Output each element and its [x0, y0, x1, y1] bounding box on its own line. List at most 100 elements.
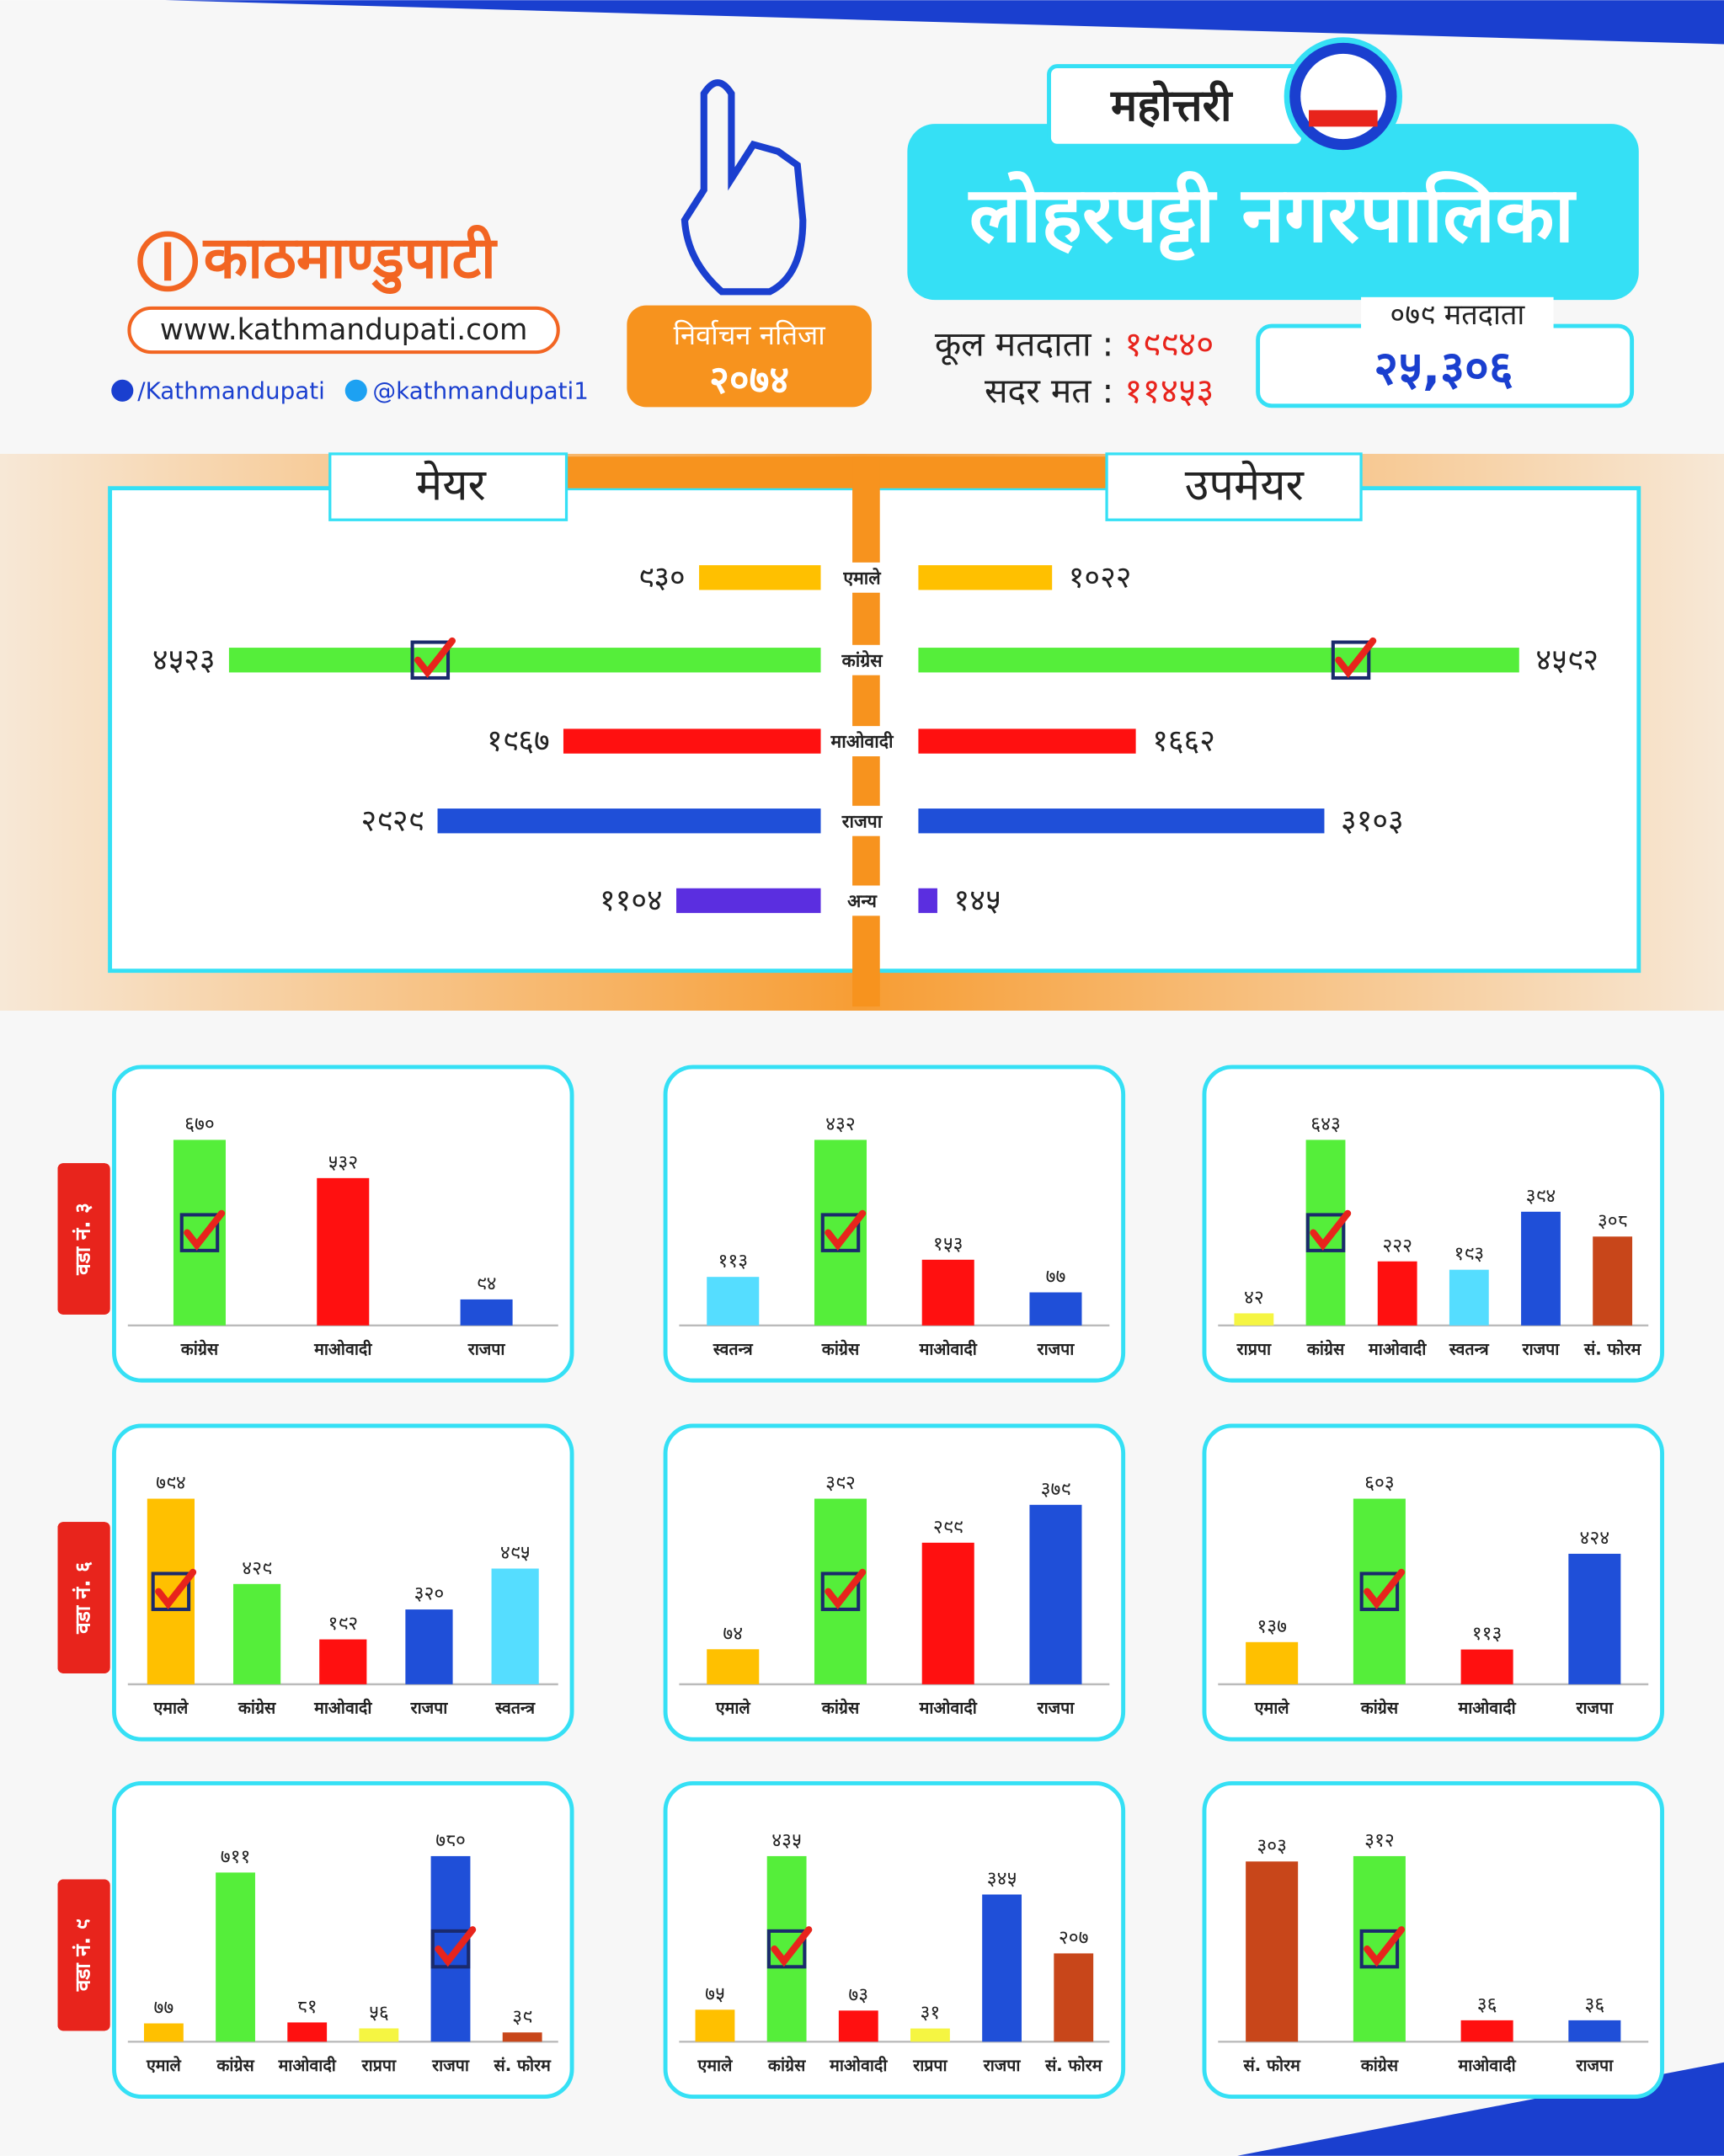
category-label: कांग्रेस	[821, 1340, 860, 1359]
bar	[699, 565, 821, 590]
check-mark	[155, 1568, 197, 1610]
value-label: ३१	[921, 2002, 941, 2024]
value-label: ११३	[1472, 1623, 1502, 1645]
value-label: ३६	[1477, 1993, 1497, 2015]
value-label: ३१२	[1364, 1829, 1395, 1851]
category-label: सं. फोरम	[1242, 2056, 1301, 2075]
value-label: ४९५	[500, 1542, 531, 1564]
check-mark	[825, 1568, 867, 1610]
value-label: ३०३	[1257, 1835, 1287, 1857]
value-label: ३२०	[414, 1583, 445, 1605]
logo-icon	[137, 231, 199, 292]
bar	[707, 1277, 760, 1326]
value-label: १३७	[1257, 1615, 1287, 1637]
bar	[707, 1649, 760, 1684]
value-label: २९२९	[361, 803, 424, 838]
bar	[359, 2028, 399, 2042]
value-label: २९९	[933, 1516, 963, 1538]
category-label: कांग्रेस	[180, 1340, 219, 1359]
category-label: राजपा	[1522, 1340, 1561, 1359]
bar	[1054, 1953, 1094, 2042]
value-label: ४२९	[242, 1557, 272, 1579]
orange-bar	[566, 456, 1110, 488]
category-label: माओवादी	[313, 1340, 372, 1359]
bar	[319, 1639, 367, 1684]
value-label: १९२	[328, 1613, 358, 1635]
value-label: ३०८	[1598, 1210, 1628, 1232]
party-label-bg	[825, 885, 901, 916]
hand-icon	[681, 79, 807, 296]
value-label: १४५	[954, 883, 1001, 918]
check-mark	[1364, 1926, 1406, 1967]
value-label: ८१	[297, 1996, 318, 2018]
value-label: ६४३	[1310, 1113, 1341, 1135]
ward-box	[1202, 1780, 1664, 2100]
district: महोत्तरी	[1110, 80, 1234, 131]
category-label: कांग्रेस	[1306, 1340, 1345, 1359]
bar	[437, 808, 821, 834]
value-label: ५३२	[328, 1151, 358, 1173]
ward-box	[663, 1065, 1126, 1383]
bar	[1460, 2020, 1513, 2042]
logo-text: काठमाण्डुपाटी	[202, 224, 498, 294]
bar	[1246, 1641, 1299, 1684]
badge-title: निर्वाचन नतिजा	[674, 319, 826, 351]
ward-title: वडा नं. ६	[71, 1561, 95, 1635]
check-mark	[184, 1209, 226, 1251]
category-label: कांग्रेस	[767, 2056, 806, 2075]
value-label: ४२	[1244, 1287, 1264, 1309]
category-label: राप्रपा	[912, 2056, 947, 2075]
category-label: कांग्रेस	[1360, 1699, 1399, 1718]
category-label: कांग्रेस	[216, 2056, 254, 2075]
category-label: राजपा	[1037, 1340, 1075, 1359]
category-label: माओवादी	[1368, 1340, 1427, 1359]
category-label: सं. फोरम	[1583, 1340, 1642, 1359]
value-label: ३१०३	[1341, 803, 1404, 838]
value-label: ७९४	[156, 1472, 186, 1494]
bar	[563, 728, 821, 754]
category-label: सं. फोरम	[1044, 2056, 1103, 2075]
ward-box	[112, 1780, 574, 2100]
bar	[676, 888, 821, 914]
check-box	[430, 1929, 471, 1969]
bar	[918, 728, 1136, 754]
bar	[405, 1609, 453, 1684]
top-strip	[164, 0, 1724, 45]
voters-079-label: ०७९ मतदाता	[1390, 298, 1525, 332]
facebook: /Kathmandupati	[137, 376, 325, 404]
category-label: स्वतन्त्र	[1449, 1340, 1490, 1359]
category-label: माओवादी	[919, 1699, 978, 1718]
ward-box	[1202, 1423, 1664, 1742]
bar	[1246, 1861, 1299, 2042]
check-box	[1305, 1213, 1346, 1252]
party-label-bg	[825, 562, 901, 593]
category-label: राजपा	[467, 1340, 506, 1359]
ward-tab	[57, 1163, 110, 1315]
bar	[1593, 1236, 1633, 1326]
ward-title: वडा नं. ९	[71, 1919, 95, 1992]
bar	[228, 648, 821, 673]
party-label-bg	[825, 726, 901, 757]
value-label: ७७	[1046, 1266, 1066, 1288]
category-label: माओवादी	[829, 2056, 888, 2075]
check-box	[179, 1213, 220, 1252]
value-label: ७५	[705, 1983, 725, 2005]
category-label: एमाले	[152, 1699, 189, 1718]
bar	[143, 2023, 184, 2042]
municipality: लोहरपट्टी नगरपालिका	[968, 169, 1577, 260]
check-box	[151, 1572, 191, 1611]
bar	[921, 1259, 974, 1326]
value-label: ३९२	[825, 1472, 856, 1494]
party-label-bg	[825, 805, 901, 836]
check-mark	[414, 637, 456, 679]
category-label: एमाले	[697, 2056, 734, 2075]
check-mark	[435, 1926, 477, 1967]
value-label: १९३	[1454, 1243, 1485, 1265]
bar	[216, 1872, 255, 2042]
bar	[1521, 1211, 1561, 1326]
value-label: ९३०	[638, 560, 686, 595]
check-box	[1331, 640, 1371, 680]
url-box	[127, 306, 560, 355]
check-mark	[1364, 1568, 1406, 1610]
